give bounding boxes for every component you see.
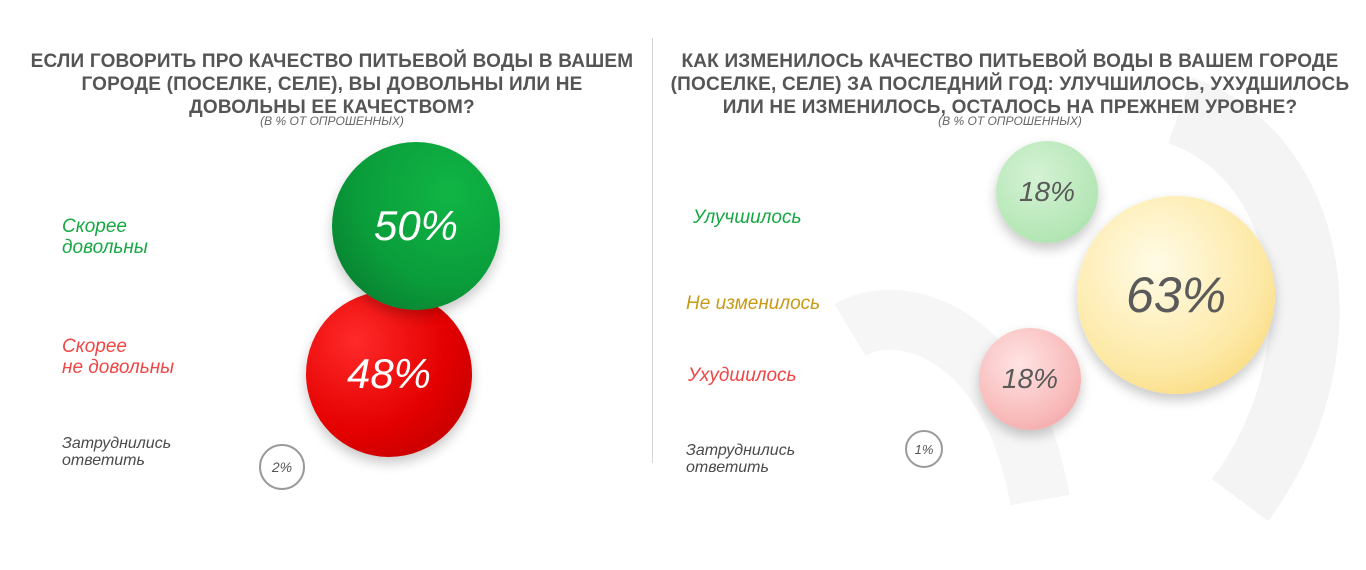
right-panel: Как изменилось качество питьевой воды в … [653, 0, 1366, 520]
label-unchanged: Не изменилось [686, 293, 821, 314]
bubble-improved: 18% [996, 141, 1098, 243]
label-dissatisfied: Скорее не довольны [62, 336, 175, 378]
label-undecided-left: Затруднились ответить [62, 435, 172, 469]
bubble-satisfied: 50% [332, 142, 500, 310]
value-satisfied: 50% [373, 202, 459, 249]
left-chart-title: Если говорить про качество питьевой воды… [30, 51, 634, 118]
value-undecided-left: 2% [271, 459, 293, 475]
label-worsened: Ухудшилось [688, 365, 797, 386]
bubble-undecided-left: 2% [259, 444, 305, 490]
panel-divider [652, 38, 653, 463]
value-undecided-right: 1% [914, 441, 934, 457]
label-improved: Улучшилось [693, 207, 802, 228]
bubble-undecided-right: 1% [905, 430, 943, 468]
value-worsened: 18% [1001, 363, 1059, 394]
label-satisfied: Скорее довольны [62, 216, 148, 258]
bubble-dissatisfied: 48% [306, 291, 472, 457]
bubble-worsened: 18% [979, 328, 1081, 430]
left-panel: Если говорить про качество питьевой воды… [0, 0, 652, 520]
left-chart-subtitle: (в % от опрошенных) [260, 114, 404, 128]
label-undecided-right: Затруднились ответить [686, 442, 796, 476]
right-chart-subtitle: (в % от опрошенных) [938, 114, 1082, 128]
value-improved: 18% [1018, 176, 1076, 207]
value-dissatisfied: 48% [346, 350, 432, 397]
right-chart-title: Как изменилось качество питьевой воды в … [670, 51, 1350, 118]
bubble-unchanged: 63% [1077, 196, 1275, 394]
value-unchanged: 63% [1125, 267, 1227, 323]
